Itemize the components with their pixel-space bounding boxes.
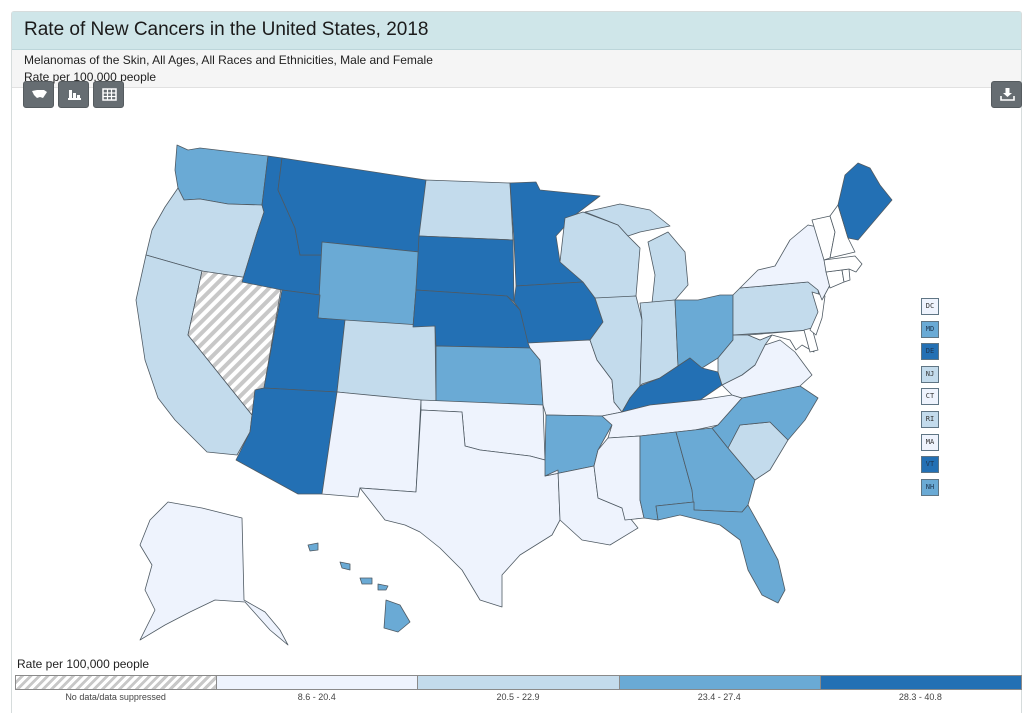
legend-swatch-no-data[interactable]	[15, 675, 218, 690]
subtitle: Melanomas of the Skin, All Ages, All Rac…	[24, 53, 433, 67]
state-mt[interactable]	[277, 157, 427, 256]
state-ak[interactable]	[139, 501, 289, 646]
legend-swatch-1[interactable]	[216, 675, 419, 690]
legend-label: No data/data suppressed	[65, 692, 166, 702]
small-state-nj[interactable]: NJ	[921, 365, 939, 383]
title-bar: Rate of New Cancers in the United States…	[12, 12, 1021, 50]
state-hi[interactable]	[307, 542, 411, 633]
state-wy[interactable]	[317, 241, 420, 328]
small-state-ma[interactable]: MA	[921, 433, 939, 451]
state-nj[interactable]	[809, 291, 826, 336]
legend-title: Rate per 100,000 people	[17, 657, 150, 671]
state-wa[interactable]	[174, 144, 269, 206]
state-nm[interactable]	[321, 391, 422, 498]
legend-labels: No data/data suppressed 8.6 - 20.4 20.5 …	[15, 692, 1021, 702]
state-mi[interactable]	[584, 203, 689, 304]
state-ma[interactable]	[823, 255, 863, 273]
us-map-icon	[32, 90, 47, 98]
state-ks[interactable]	[435, 345, 544, 406]
chart-view-button[interactable]	[58, 81, 89, 108]
legend-label: 8.6 - 20.4	[297, 692, 336, 702]
state-fl[interactable]	[655, 501, 786, 604]
download-icon	[1000, 88, 1015, 101]
legend-label: 23.4 - 27.4	[697, 692, 741, 702]
state-nd[interactable]	[418, 179, 514, 241]
table-icon	[102, 88, 117, 101]
state-wv[interactable]	[717, 334, 773, 386]
bar-chart-icon	[68, 90, 81, 100]
download-button[interactable]	[991, 81, 1022, 108]
legend-swatch-3[interactable]	[618, 675, 821, 690]
legend-swatch-2[interactable]	[417, 675, 620, 690]
unit-label: Rate per 100,000 people	[24, 70, 157, 84]
map-view-button[interactable]	[23, 81, 54, 108]
state-sd[interactable]	[415, 235, 515, 303]
state-me[interactable]	[837, 162, 893, 241]
small-state-ct[interactable]: CT	[921, 388, 939, 406]
small-state-vt[interactable]: VT	[921, 456, 939, 474]
state-pa[interactable]	[732, 281, 823, 336]
small-state-dc[interactable]: DC	[921, 298, 939, 315]
state-de[interactable]	[803, 327, 819, 353]
state-il[interactable]	[589, 295, 643, 413]
small-state-nh[interactable]: NH	[921, 478, 939, 496]
table-view-button[interactable]	[93, 81, 124, 108]
subtitle-bar: Melanomas of the Skin, All Ages, All Rac…	[12, 50, 1021, 88]
legend-swatch-4[interactable]	[819, 675, 1023, 690]
state-mn[interactable]	[509, 181, 601, 287]
legend-bar	[15, 675, 1023, 690]
legend-label: 20.5 - 22.9	[496, 692, 540, 702]
page-title: Rate of New Cancers in the United States…	[24, 19, 429, 40]
small-state-ri[interactable]: RI	[921, 411, 939, 428]
state-tx[interactable]	[359, 409, 561, 608]
small-state-de[interactable]: DE	[921, 343, 939, 361]
legend-label: 28.3 - 40.8	[898, 692, 942, 702]
small-state-md[interactable]: MD	[921, 320, 939, 338]
state-co[interactable]	[336, 319, 437, 404]
